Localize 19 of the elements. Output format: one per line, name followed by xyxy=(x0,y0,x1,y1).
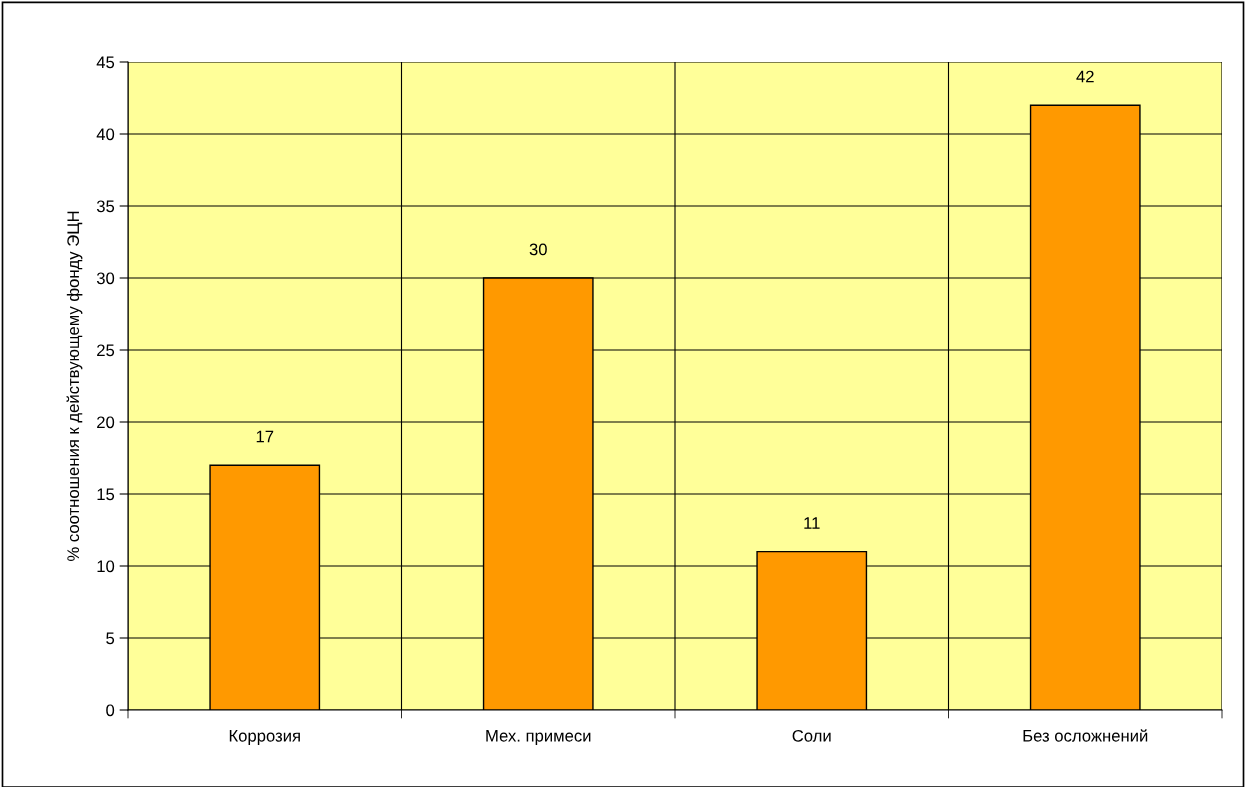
y-axis-title: % соотношения к действующему фонду ЭЦН xyxy=(66,211,83,561)
y-tick-label: 40 xyxy=(96,128,115,141)
y-tick-label: 25 xyxy=(97,344,115,357)
y-tick-label: 30 xyxy=(96,272,115,285)
x-tick-label: Без осложнений xyxy=(1023,729,1148,742)
y-tick-label: 5 xyxy=(106,632,115,645)
y-tick-label: 0 xyxy=(106,704,115,717)
x-tick-label: Соли xyxy=(792,729,831,742)
y-tick-label: 10 xyxy=(97,560,115,573)
x-tick-label: Коррозия xyxy=(229,730,300,745)
data-label: 11 xyxy=(804,517,820,529)
y-tick-label: 20 xyxy=(97,416,115,429)
data-label: 17 xyxy=(256,430,274,443)
y-tick-label: 45 xyxy=(96,56,115,69)
y-tick-label: 35 xyxy=(96,200,115,213)
x-tick-label: Мех. примеси xyxy=(486,730,591,745)
data-label: 42 xyxy=(1076,70,1094,83)
data-label: 30 xyxy=(529,243,547,256)
y-tick-label: 15 xyxy=(97,488,115,501)
